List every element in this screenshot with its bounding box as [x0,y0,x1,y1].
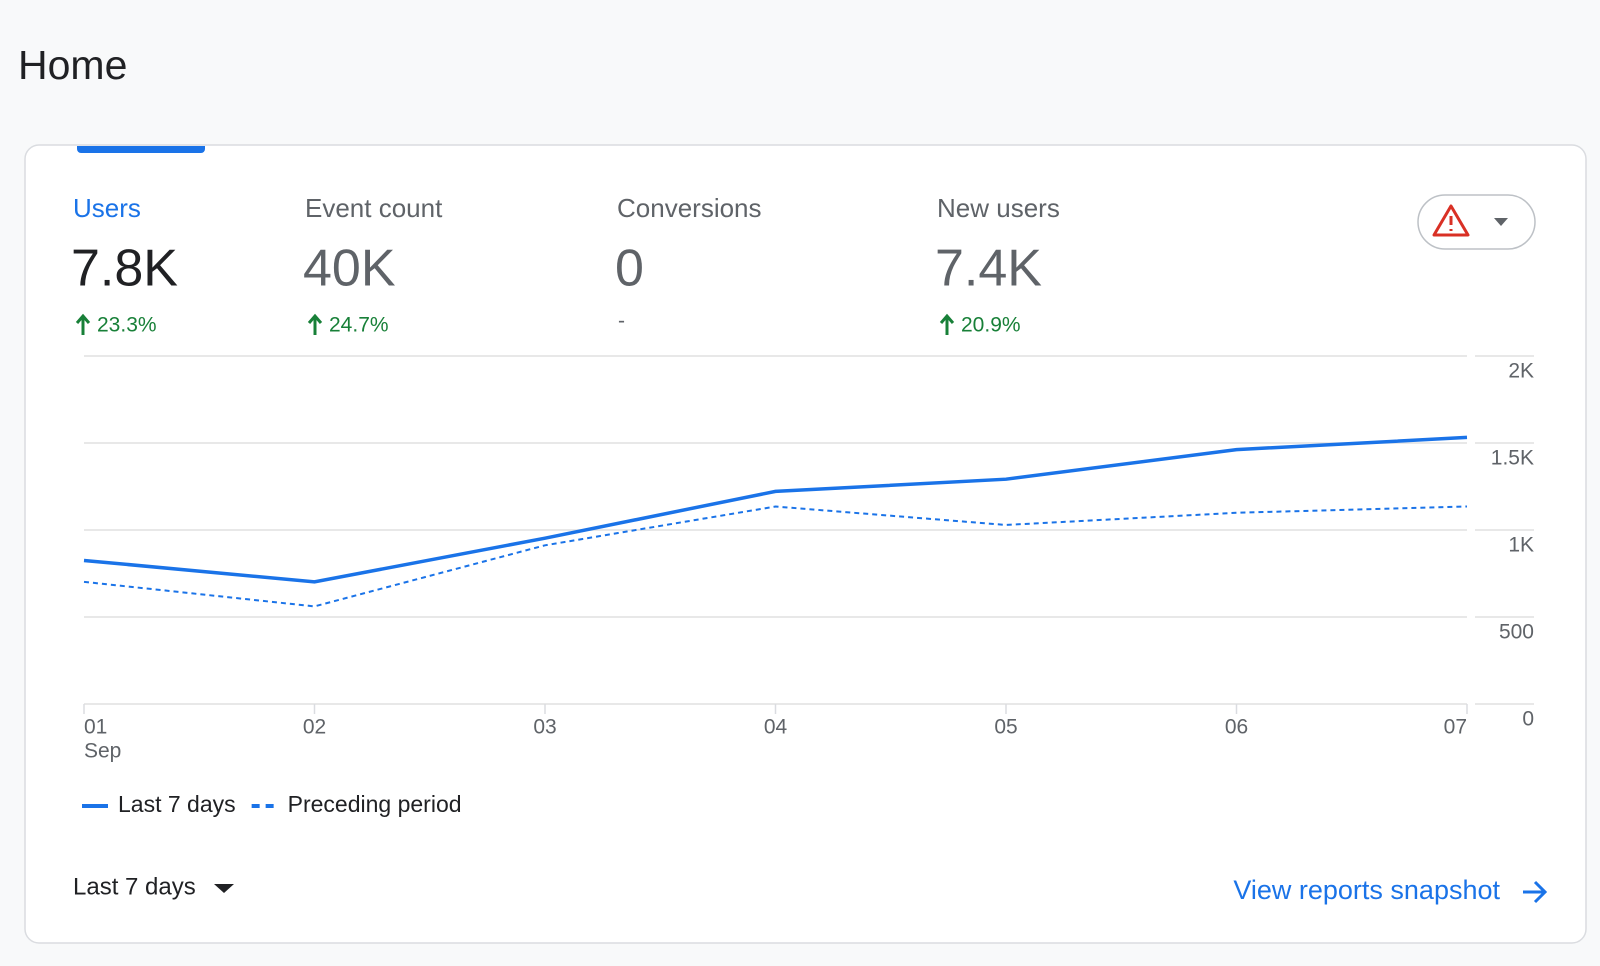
date-range-dropdown[interactable]: Last 7 days [73,873,234,900]
date-range[interactable]: Last 7 days [73,873,196,900]
y-tick-label: 2K [1508,360,1534,383]
x-tick-label: 04 [764,716,788,739]
series-line [83,505,1468,608]
reports-link[interactable]: View reports snapshot [1233,875,1548,905]
trend-arrow [75,313,91,335]
metric-label: Event count [305,193,443,223]
card [24,144,1587,944]
tab-indicator [77,146,205,153]
dropdown-caret [214,884,234,893]
x-tick-label: 01 [84,716,107,739]
metric-value: 0 [615,240,644,298]
trend-arrow [307,313,323,335]
arrow-icon [1523,880,1548,904]
x-tick-label: 03 [533,716,556,739]
metrics: Users 7.8K 23.3% Event count 40K 24.7% Convers… [71,193,1060,337]
alert-button[interactable] [1417,194,1536,250]
metric-value: 7.4K [935,240,1042,298]
metric-change: 24.7% [329,314,389,337]
legend-label: Preceding period [288,791,462,817]
page-title: Home [18,42,127,88]
metric-label: Conversions [617,193,762,223]
x-tick-label: 06 [1225,716,1248,739]
x-tick-label: 05 [994,716,1017,739]
trend-arrow [939,313,955,335]
x-month-label: Sep [84,740,121,763]
metric-change: 20.9% [961,314,1021,337]
y-tick-label: 500 [1499,621,1534,644]
y-tick-label: 1K [1508,534,1534,557]
y-tick-label: 0 [1522,708,1534,731]
link-text[interactable]: View reports snapshot [1233,875,1500,905]
metric-change: - [618,310,625,333]
metric-change: 23.3% [97,314,157,337]
x-tick-label: 07 [1444,716,1467,739]
metric-value: 7.8K [71,240,178,298]
alert-button-frame[interactable] [1417,194,1536,250]
chart: 0 500 1K 1.5K 2K 01 02 03 04 05 06 07 Sep Last 7 days… [82,355,1534,817]
metric-label: Users [73,193,141,223]
metric-value: 40K [303,240,396,298]
legend-label: Last 7 days [118,791,236,817]
warning-icon [1432,204,1470,237]
y-tick-label: 1.5K [1491,447,1534,470]
metric-label: New users [937,193,1060,223]
dropdown-caret [1494,218,1508,226]
x-tick-label: 02 [303,716,326,739]
series-line [83,435,1468,584]
